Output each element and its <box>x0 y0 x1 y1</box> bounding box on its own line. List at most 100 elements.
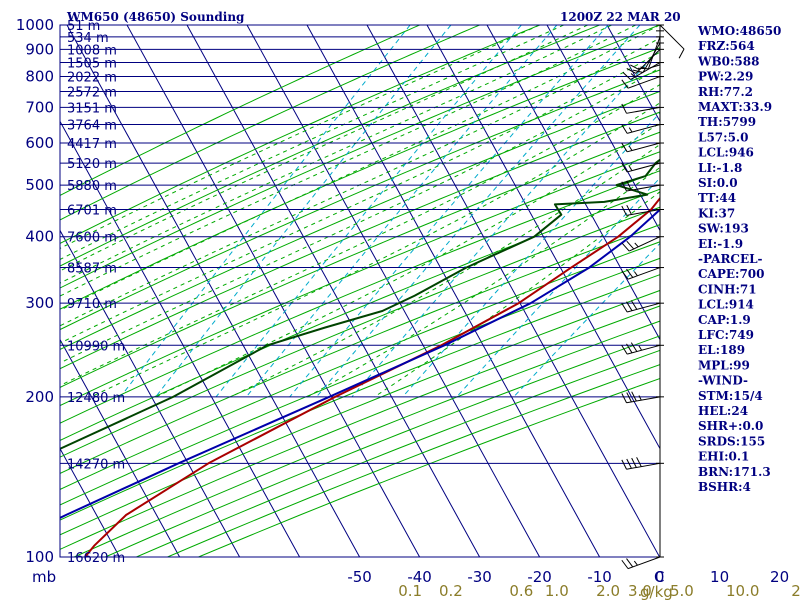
mixing-ratio-unit-label: g/kg <box>640 583 673 600</box>
index-value: TH:5799 <box>698 115 756 129</box>
wind-barb-feather <box>621 344 628 355</box>
wind-barb-feather <box>621 270 629 280</box>
height-label: 10990 m <box>67 339 125 354</box>
index-value: CAPE:700 <box>698 267 765 281</box>
isotherm-line <box>60 229 241 557</box>
index-value: WMO:48650 <box>697 24 781 38</box>
wind-barb-staff <box>627 162 661 173</box>
index-value: LI:-1.8 <box>698 161 742 175</box>
wind-barb <box>621 180 664 192</box>
height-label: 3151 m <box>67 101 117 116</box>
wind-barb-staff <box>626 208 661 216</box>
index-value: SI:0.0 <box>698 176 738 190</box>
wind-barb-half-feather <box>630 73 636 78</box>
moist-adiabat-line <box>60 25 636 297</box>
mixing-ratio-tick-label: 0.1 <box>398 582 422 600</box>
pressure-unit-label: mb <box>32 568 56 586</box>
parcel-line <box>60 208 660 519</box>
wind-barb <box>622 62 664 80</box>
index-value: TT:44 <box>698 191 736 205</box>
wind-barb <box>621 162 664 173</box>
temperature-tick-label: 10 <box>710 568 729 586</box>
height-label: 14270 m <box>67 457 125 472</box>
height-label: 5120 m <box>67 157 117 172</box>
index-value: PW:2.29 <box>698 70 753 84</box>
temperature-tick-label: 20 <box>770 568 789 586</box>
wind-barb-half-feather <box>633 271 638 277</box>
height-labels: 16620 m 14270 m 12480 m 10990 m 9710 m 8587 m… <box>67 19 125 566</box>
wind-barb-feather <box>631 457 637 468</box>
wind-barb <box>621 342 664 355</box>
index-value: FRZ:564 <box>698 39 755 53</box>
mixing-ratio-tick-label: 2.0 <box>596 582 620 600</box>
wind-barb-staff <box>628 236 661 252</box>
wind-barb-feather <box>621 124 628 134</box>
isotherm-line <box>366 25 660 557</box>
moist-adiabat-line <box>60 37 660 327</box>
wind-barb-feather <box>626 392 632 403</box>
index-value: WB0:588 <box>697 54 759 68</box>
index-value: LFC:749 <box>698 328 754 342</box>
wind-barb-feather <box>630 300 638 310</box>
isobar-lines <box>60 25 660 557</box>
pressure-tick-label: 500 <box>25 176 54 194</box>
temperature-line <box>84 196 660 557</box>
mixing-ratio-tick-label: 3.0 <box>628 582 652 600</box>
wind-barb-feather <box>621 142 628 153</box>
index-value: LCL:946 <box>698 146 754 160</box>
wind-barb <box>621 103 664 114</box>
wind-barb-feather <box>631 391 637 402</box>
temperature-tick-label: -30 <box>467 568 492 586</box>
wind-barb-feather <box>637 67 649 70</box>
wind-barb-feather <box>626 67 637 74</box>
mixing-ratio-line <box>456 177 660 398</box>
isotherm-line <box>546 25 660 232</box>
wind-barb-staff <box>627 76 661 89</box>
wind-barb <box>621 142 664 153</box>
pressure-tick-label: 600 <box>25 134 54 152</box>
wind-barb-feather <box>626 458 632 469</box>
isotherm-line <box>186 25 481 557</box>
wind-barb-feather <box>626 240 635 250</box>
pressure-tick-label: 100 <box>25 548 54 566</box>
wind-barb-feather <box>626 268 634 278</box>
pressure-tick-label: 900 <box>25 40 54 58</box>
height-label: 9710 m <box>67 297 117 312</box>
mixing-ratio-tick-label: 0.6 <box>509 582 533 600</box>
index-value: SHR+:0.0 <box>698 419 763 433</box>
index-value: MPL:99 <box>698 358 750 372</box>
temperature-tick-label: 0 <box>655 568 665 586</box>
mixing-ratio-tick-label: 10.0 <box>726 582 759 600</box>
index-value: MAXT:33.9 <box>698 100 772 114</box>
wind-barb-staff <box>659 24 685 50</box>
valid-time: 1200Z 22 MAR 20 <box>560 10 681 24</box>
isotherm-line <box>486 25 660 341</box>
index-value: CINH:71 <box>698 282 757 296</box>
pressure-axis-labels: 100 200 300 400 500 600 700 800 900 1000 <box>16 16 54 566</box>
wind-barb-staff <box>627 302 661 313</box>
wind-barb-half-feather <box>638 345 643 351</box>
wind-barb <box>621 391 664 404</box>
height-label: 16620 m <box>67 551 125 566</box>
wind-barb-feather <box>621 162 628 173</box>
wind-barb-half-feather <box>640 66 646 69</box>
index-value: BRN:171.3 <box>698 465 771 479</box>
wind-barb-feather <box>622 72 631 80</box>
wind-barb-feather <box>621 242 630 252</box>
wind-barb-feather <box>626 343 633 354</box>
wind-barb-staff <box>627 142 661 153</box>
pressure-tick-label: 200 <box>25 388 54 406</box>
dewpoint-line <box>60 158 660 450</box>
height-label: 7600 m <box>67 231 117 246</box>
index-value: EI:-1.9 <box>698 237 743 251</box>
index-value: L57:5.0 <box>698 130 748 144</box>
height-label: 6701 m <box>67 203 117 218</box>
index-value: SRDS:155 <box>698 434 765 448</box>
mixing-ratio-labels: 0.10.20.61.02.03.05.010.020.040.0 <box>398 582 800 600</box>
wind-barb-half-feather <box>628 127 633 133</box>
pressure-tick-label: 300 <box>25 294 54 312</box>
isotherm-line <box>66 25 361 557</box>
mixing-ratio-line <box>402 112 660 398</box>
